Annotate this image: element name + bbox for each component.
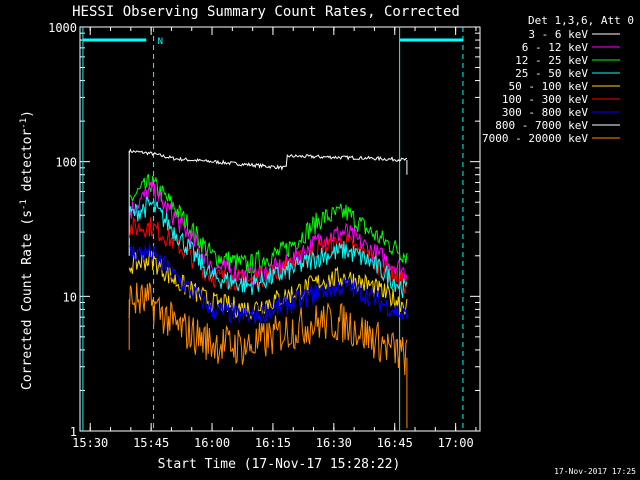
series-line xyxy=(128,196,408,298)
series-line xyxy=(129,243,408,325)
x-tick-label: 16:15 xyxy=(255,436,291,450)
legend-label: 12 - 25 keV xyxy=(515,54,588,67)
series-line xyxy=(128,173,408,274)
footer-date: 17-Nov-2017 17:25 xyxy=(554,467,636,476)
x-tick-label: 16:45 xyxy=(377,436,413,450)
x-tick-label: 15:30 xyxy=(72,436,108,450)
x-tick-label: 16:30 xyxy=(316,436,352,450)
series-line xyxy=(128,148,408,171)
x-tick-label: 17:00 xyxy=(438,436,474,450)
legend-label: 100 - 300 keV xyxy=(502,93,588,106)
y-tick-label: 1 xyxy=(70,425,77,439)
legend-title: Det 1,3,6, Att 0 xyxy=(528,14,634,27)
night-label: N xyxy=(158,37,163,47)
chart-title: HESSI Observing Summary Count Rates, Cor… xyxy=(72,4,460,20)
legend-label: 50 - 100 keV xyxy=(509,80,589,93)
y-tick-label: 100 xyxy=(55,156,77,170)
x-axis-label: Start Time (17-Nov-17 15:28:22) xyxy=(158,457,401,472)
y-tick-label: 1000 xyxy=(48,21,77,35)
x-tick-label: 15:45 xyxy=(133,436,169,450)
legend-label: 800 - 7000 keV xyxy=(495,119,588,132)
legend-label: 300 - 800 keV xyxy=(502,106,588,119)
y-tick-label: 10 xyxy=(63,290,77,304)
plot-frame xyxy=(79,26,481,432)
series-line xyxy=(128,250,408,321)
legend-label: 7000 - 20000 keV xyxy=(482,132,588,145)
series-line xyxy=(128,282,408,376)
y-axis-label: Corrected Count Rate (s-1 detector-1) xyxy=(19,110,35,390)
legend-label: 6 - 12 keV xyxy=(522,41,589,54)
legend-label: 25 - 50 keV xyxy=(515,67,588,80)
plot-area: N xyxy=(79,26,481,432)
x-tick-label: 16:00 xyxy=(194,436,230,450)
legend-label: 3 - 6 keV xyxy=(528,28,588,41)
